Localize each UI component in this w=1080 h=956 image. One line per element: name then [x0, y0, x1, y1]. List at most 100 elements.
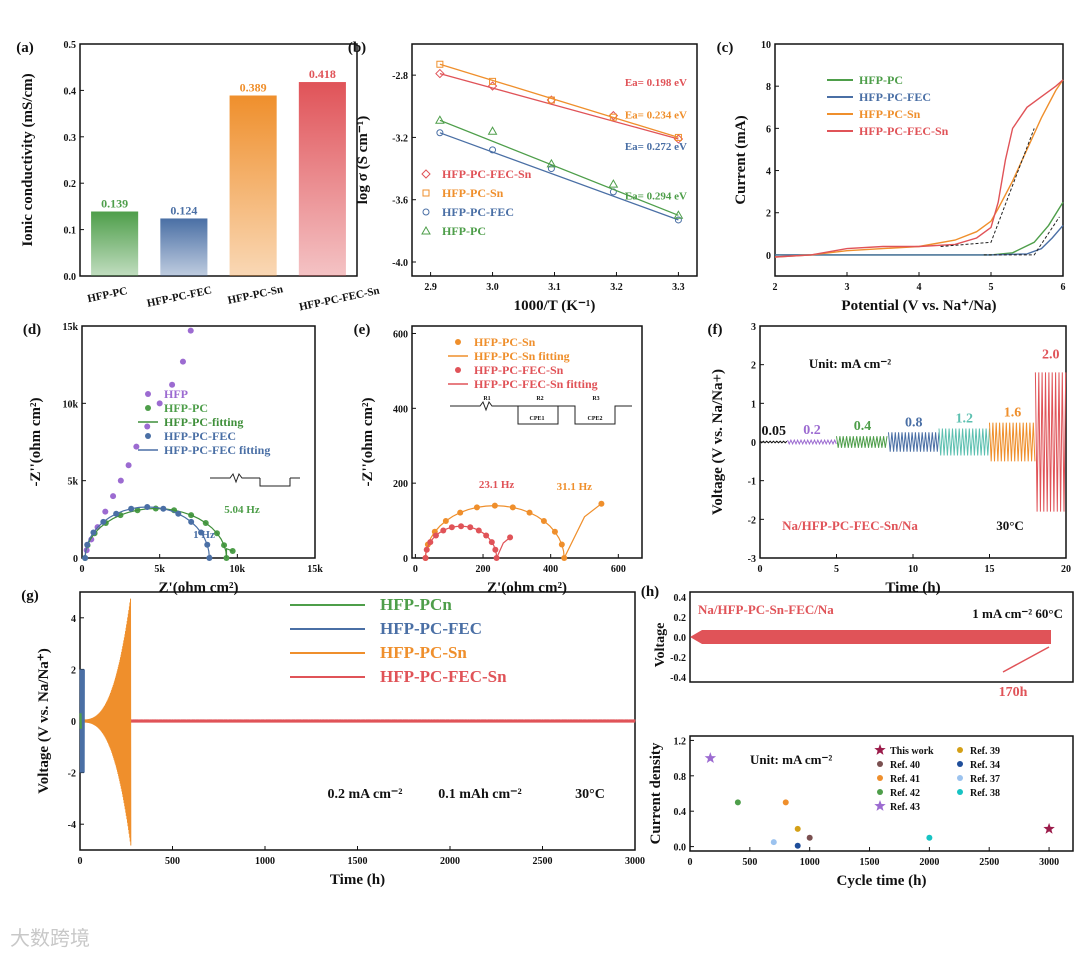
y-tick-label: 15k — [62, 322, 78, 333]
activation-energy-label: Ea= 0.234 eV — [625, 110, 687, 122]
y-tick-label: 600 — [393, 329, 408, 340]
fit-line-HFP-PC-FEC — [439, 132, 679, 221]
fit-curve-HFP-PC-FEC-Sn fitting — [424, 525, 511, 559]
x-tick-label: 1000 — [255, 856, 275, 867]
x-category-label: HFP-PC-FEC — [146, 284, 213, 309]
voltage-segment-1.2 — [938, 428, 990, 456]
legend-label: HFP-PC-FEC-Sn fitting — [474, 377, 598, 391]
legend-marker — [455, 367, 461, 373]
data-point-Ref. 34 — [794, 842, 801, 849]
legend-marker — [145, 433, 151, 439]
legend-label: Ref. 38 — [970, 788, 1000, 799]
current-density-label: 2.0 — [1042, 347, 1060, 362]
bar-HFP-PC-FEC-Sn — [298, 82, 346, 276]
y-tick-label: -3.6 — [392, 196, 408, 207]
y-tick-label: -2 — [68, 769, 76, 780]
y-tick-label: 10k — [62, 399, 78, 410]
y-tick-label: 0.2 — [674, 613, 687, 624]
data-point — [436, 129, 444, 137]
plot-frame-a — [79, 43, 358, 277]
data-point — [609, 113, 617, 121]
legend-marker — [422, 208, 430, 216]
cell-label: Na/HFP-PC-Sn-FEC/Na — [698, 602, 834, 617]
frequency-label: 31.1 Hz — [557, 481, 593, 493]
y-axis-label: log σ (S cm⁻¹) — [355, 116, 371, 204]
y-tick-label: 0.3 — [64, 133, 77, 144]
y-tick-label: 0.2 — [64, 179, 77, 190]
x-tick-label: 4 — [917, 282, 922, 293]
legend-marker — [455, 339, 461, 345]
y-tick-label: 1.2 — [674, 736, 687, 747]
x-tick-label: 400 — [543, 564, 558, 575]
x-category-label: HFP-PC-Sn — [227, 283, 285, 306]
y-tick-label: 2 — [751, 361, 756, 372]
data-point-Ref. 41 — [782, 799, 789, 806]
frequency-label: 5.04 Hz — [224, 504, 260, 516]
x-tick-label: 1500 — [860, 857, 880, 868]
y-tick-label: 400 — [393, 404, 408, 415]
y-tick-label: 0.5 — [64, 40, 77, 51]
voltage-trace-HFP-PCn — [79, 713, 82, 729]
x-axis-label: Cycle time (h) — [837, 873, 927, 889]
x-tick-label: 2000 — [919, 857, 939, 868]
plot-frame-h2 — [689, 735, 1074, 852]
panel-label: (e) — [354, 322, 371, 338]
current-density-label: 0.8 — [905, 415, 923, 430]
circuit-element-label: CPE1 — [530, 416, 545, 422]
data-point — [117, 477, 124, 484]
x-tick-label: 0 — [78, 856, 83, 867]
fit-curve-HFP-PC-Sn fitting — [424, 503, 602, 561]
x-tick-label: 2000 — [440, 856, 460, 867]
legend-marker — [877, 789, 883, 795]
bar-HFP-PC-Sn — [229, 95, 277, 276]
duration-label: 170h — [999, 685, 1028, 700]
x-tick-label: 6 — [1061, 282, 1066, 293]
activation-energy-label: Ea= 0.294 eV — [625, 191, 687, 203]
voltage-segment-0.4 — [836, 436, 888, 448]
curve-HFP-PC-FEC — [775, 224, 1064, 256]
voltage-segment-0.05 — [759, 440, 788, 444]
x-tick-label: 3000 — [1039, 857, 1059, 868]
data-point — [179, 358, 186, 365]
y-tick-label: 0.4 — [674, 593, 687, 604]
data-point — [110, 493, 117, 500]
y-tick-label: 5k — [67, 477, 78, 488]
y-tick-label: 0.4 — [674, 807, 687, 818]
y-tick-label: 8 — [766, 82, 771, 93]
test-condition-label: 1 mA cm⁻² 60°C — [972, 606, 1063, 621]
panel-label: (g) — [21, 588, 39, 604]
circuit-element-label: R1 — [483, 396, 490, 402]
voltage-segment-0.8 — [888, 432, 940, 452]
data-point — [673, 210, 684, 219]
equivalent-circuit-diagram — [450, 400, 632, 425]
legend-label: HFP-PC-FEC-Sn — [859, 124, 949, 138]
legend-marker — [877, 775, 883, 781]
y-axis-label: -Z''(ohm cm²) — [28, 397, 44, 486]
y-tick-label: 0 — [71, 717, 76, 728]
legend-marker — [145, 405, 151, 411]
data-point — [133, 443, 140, 450]
bar-value-label: 0.418 — [309, 67, 336, 81]
legend-label: HFP-PC-FEC-Sn — [474, 363, 564, 377]
legend-label: HFP-PC-Sn — [474, 335, 536, 349]
annotation-arrow — [1002, 646, 1050, 673]
legend-label: This work — [890, 746, 934, 757]
bar-value-label: 0.389 — [240, 81, 267, 95]
current-density-label: 0.2 — [803, 423, 821, 438]
legend-label: Ref. 37 — [970, 774, 1000, 785]
x-tick-label: 600 — [611, 564, 626, 575]
x-tick-label: 1000 — [800, 857, 820, 868]
bar-HFP-PC — [91, 211, 139, 276]
data-point — [547, 96, 555, 104]
legend-label: HFP-PC-FEC — [442, 205, 514, 219]
circuit-element-label: CPE2 — [588, 416, 603, 422]
y-axis-label: Voltage (V vs. Na/Na⁺) — [36, 648, 52, 793]
data-point — [435, 115, 445, 124]
y-axis-label: Voltage (V vs. Na/Na+) — [710, 369, 726, 515]
x-tick-label: 3.2 — [610, 282, 623, 293]
activation-energy-label: Ea= 0.272 eV — [625, 141, 687, 153]
voltage-segment-2.0 — [1034, 372, 1067, 512]
legend-marker — [422, 189, 430, 197]
legend-label: HFP-PCn — [380, 595, 452, 614]
